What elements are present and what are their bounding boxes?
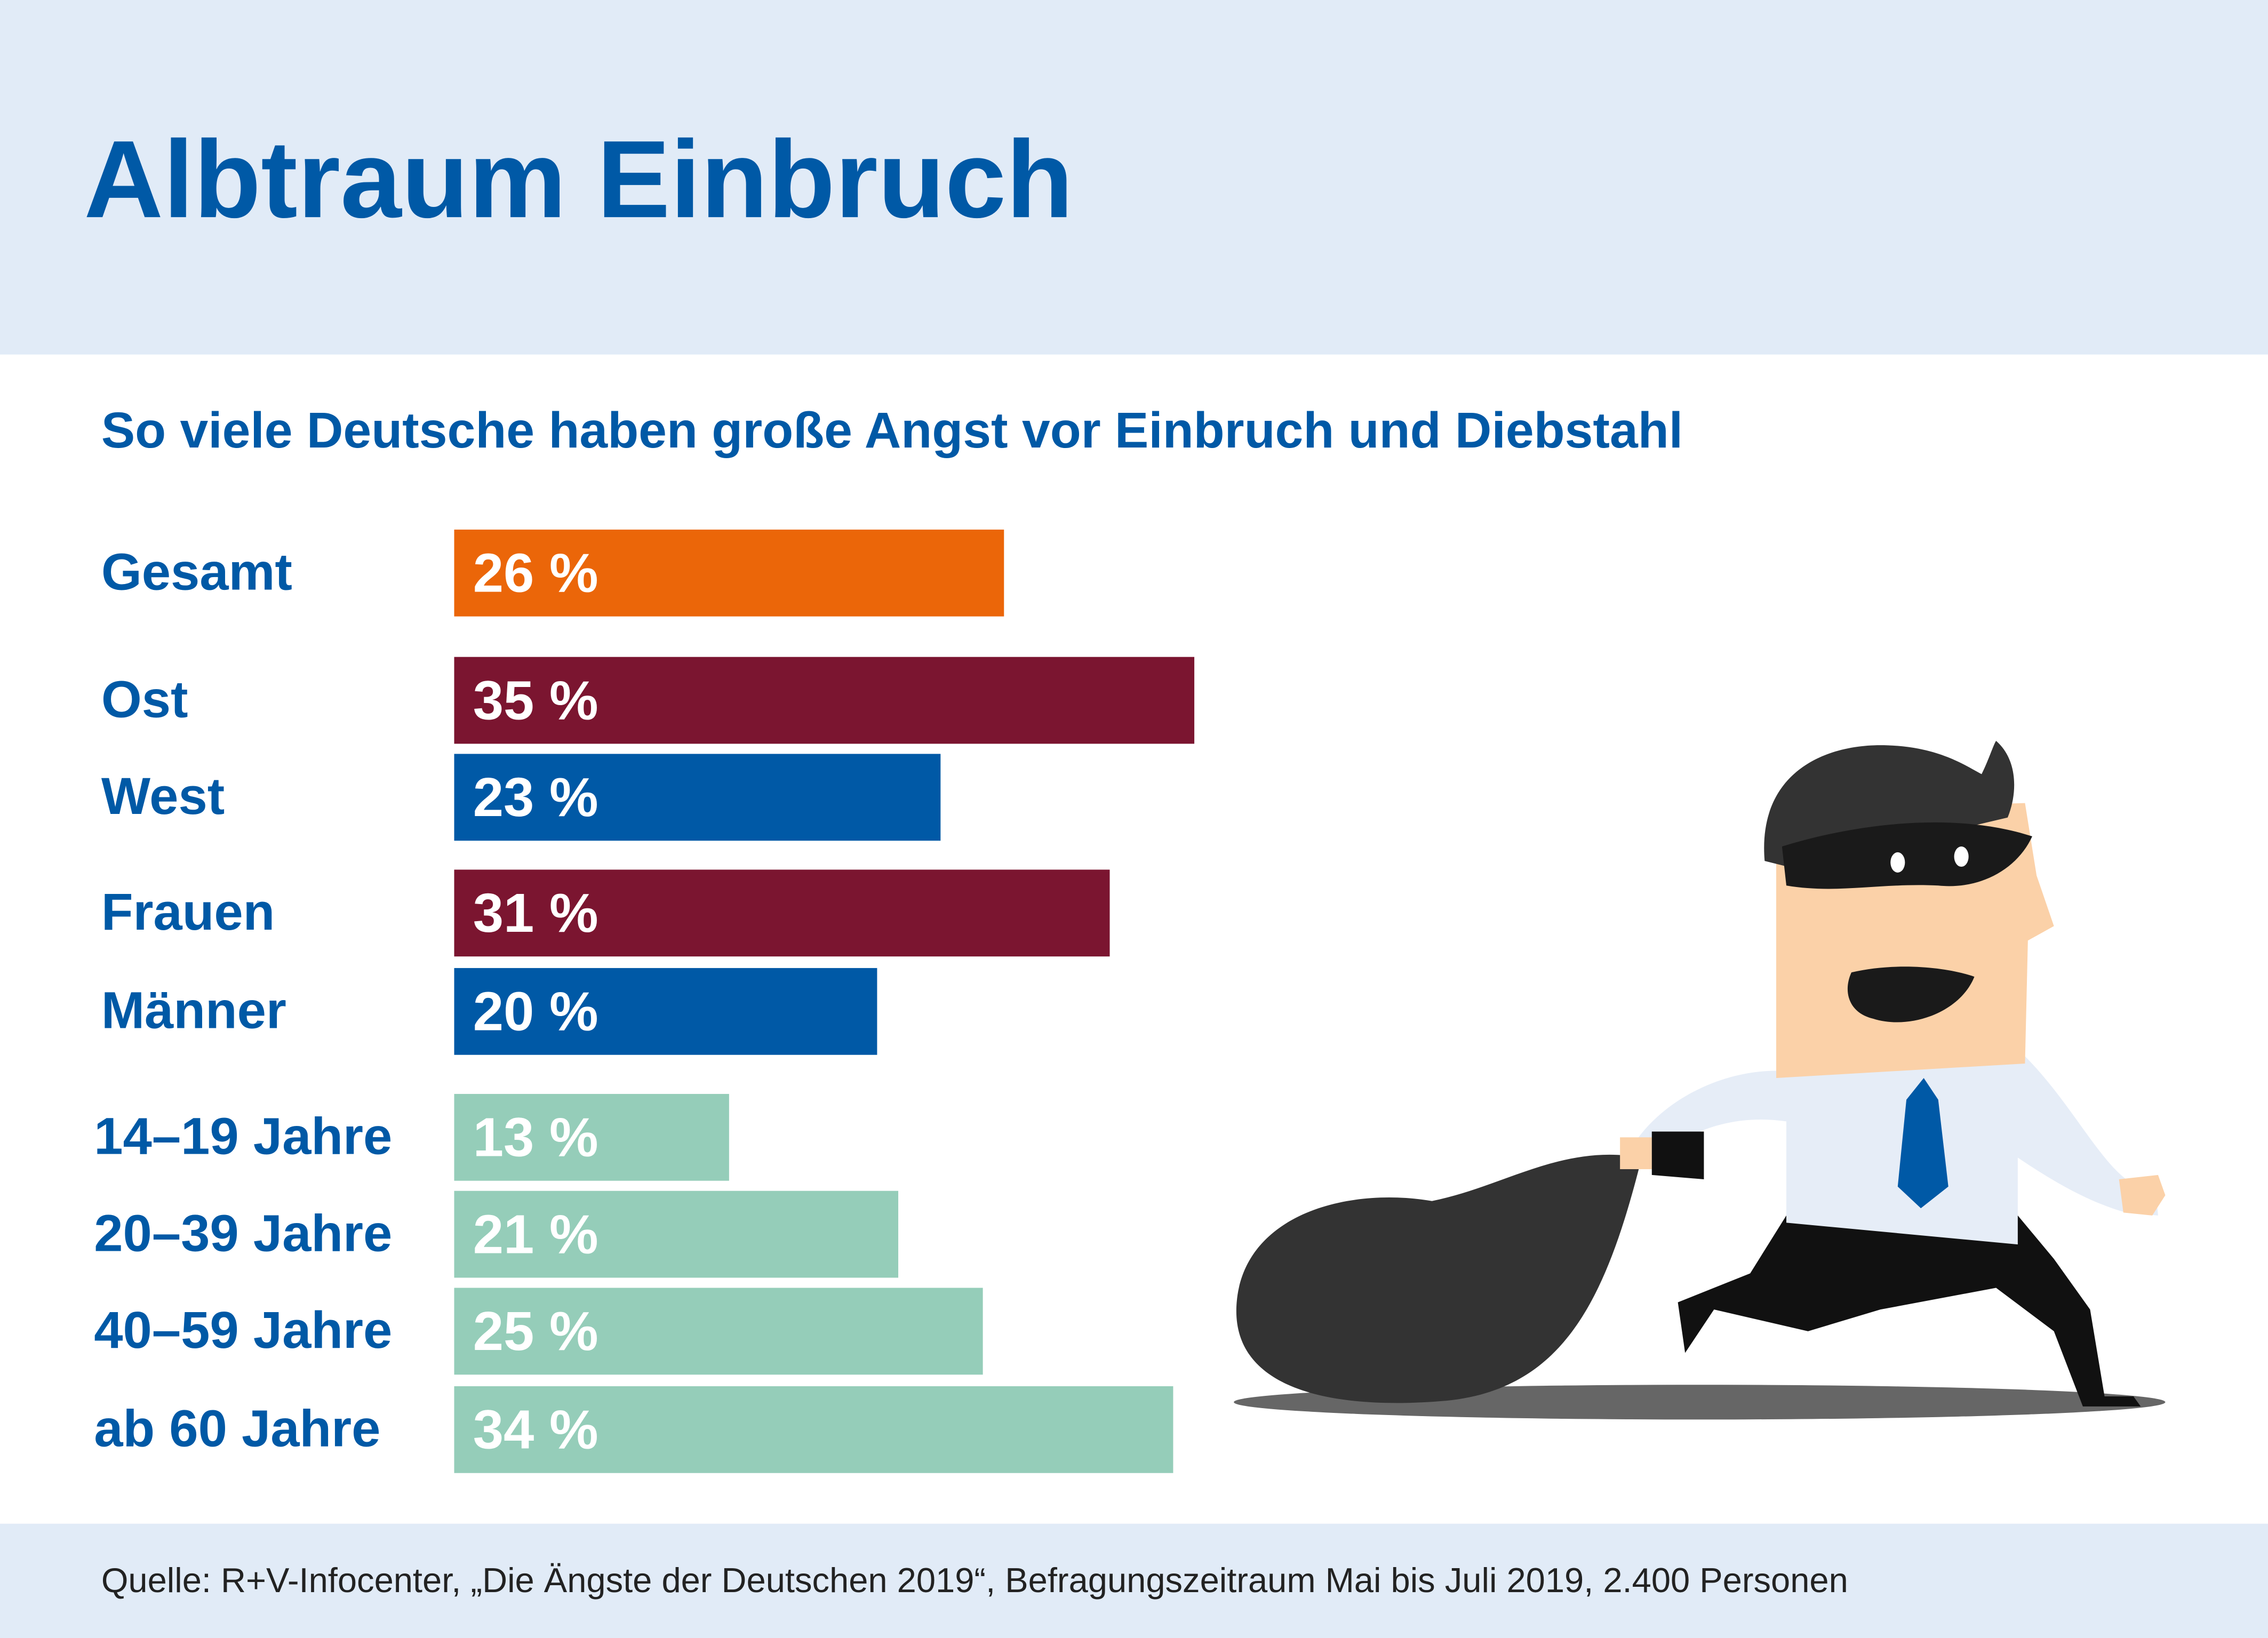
category-label: ab 60 Jahre xyxy=(94,1400,380,1458)
category-label: Männer xyxy=(101,981,286,1040)
value-label: 21 % xyxy=(473,1203,598,1265)
category-label: 20–39 Jahre xyxy=(94,1204,392,1262)
bar xyxy=(454,657,1195,744)
value-label: 31 % xyxy=(473,882,598,944)
footer-band xyxy=(0,1523,2268,1638)
illustration xyxy=(1234,741,2166,1420)
bar xyxy=(454,869,1110,957)
category-label: West xyxy=(101,767,225,825)
value-label: 35 % xyxy=(473,669,598,731)
chart-subtitle: So viele Deutsche haben große Angst vor … xyxy=(101,402,1683,459)
bar xyxy=(454,1288,983,1375)
value-label: 13 % xyxy=(473,1107,598,1168)
bar xyxy=(454,529,1004,617)
category-label: Frauen xyxy=(101,883,275,941)
category-label: 14–19 Jahre xyxy=(94,1107,392,1165)
bar xyxy=(454,1093,729,1181)
value-label: 20 % xyxy=(473,981,598,1042)
bar xyxy=(454,968,877,1055)
value-label: 23 % xyxy=(473,766,598,828)
bar xyxy=(454,1190,899,1278)
chart-title: Albtraum Einbruch xyxy=(84,117,1073,241)
value-label: 34 % xyxy=(473,1399,598,1460)
category-label: 40–59 Jahre xyxy=(94,1301,392,1359)
header-band xyxy=(0,0,2268,355)
category-label: Ost xyxy=(101,670,188,728)
source: Quelle: R+V-Infocenter, „Die Ängste der … xyxy=(101,1561,1848,1600)
value-label: 26 % xyxy=(473,542,598,604)
bar xyxy=(454,754,941,841)
bar xyxy=(454,1386,1173,1473)
category-label: Gesamt xyxy=(101,543,292,601)
value-label: 25 % xyxy=(473,1300,598,1362)
